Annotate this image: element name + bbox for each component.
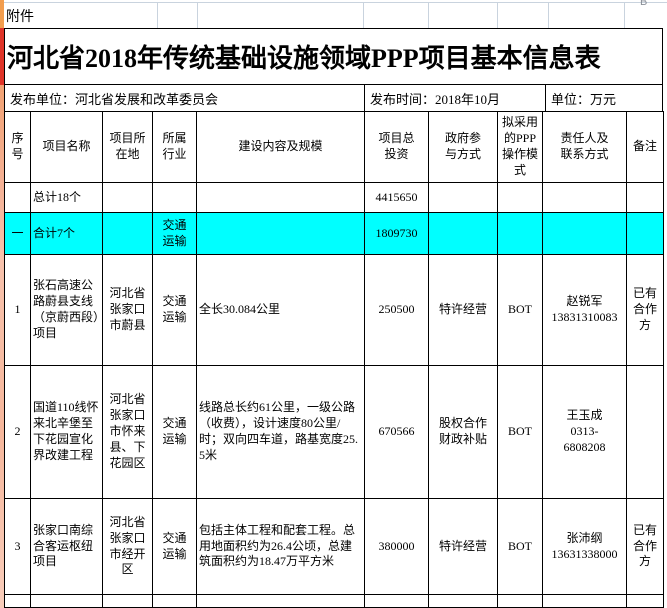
cell-remarks [626, 212, 664, 255]
col-header-remarks: 备注 [626, 111, 664, 183]
col-header-industry: 所属 行业 [152, 111, 197, 183]
col-header-content-scale: 建设内容及规模 [196, 111, 365, 183]
clipped-bottom-row [4, 594, 664, 608]
page-title: 河北省2018年传统基础设施领域PPP项目基本信息表 [5, 29, 662, 85]
table-cell-empty [364, 594, 429, 608]
cell-total-investment: 1809730 [364, 212, 429, 255]
col-header-seq: 序 号 [4, 111, 31, 183]
table-cell-empty [102, 594, 153, 608]
project-row-3: 3 张家口南综合客运枢纽项目 河北省张家口市经开区 交通 运输 包括主体工程和配… [4, 498, 664, 595]
attachment-label: 附件 [6, 10, 34, 25]
cell-industry: 交通 运输 [152, 212, 197, 255]
cell-content-scale: 全长30.084公里 [196, 254, 365, 366]
cell-location [102, 182, 153, 213]
cell-location: 河北省张家口市怀来县、下花园区 [102, 365, 153, 499]
cell-ppp-mode [497, 212, 543, 255]
unit-label: 单位：万元 [551, 91, 617, 107]
cell-location: 河北省张家口市蔚县 [102, 254, 153, 366]
col-header-contact: 责任人及 联系方式 [542, 111, 627, 183]
table-cell-empty [196, 594, 365, 608]
cell-project-name: 合计7个 [30, 212, 103, 255]
cell-location: 河北省张家口市经开区 [102, 498, 153, 595]
cell-gov-participation: 特许经营 [428, 254, 498, 366]
table-cell-empty [30, 594, 103, 608]
cell-contact: 王玉成 0313- 6808208 [542, 365, 627, 499]
publish-time-label: 发布时间：2018年10月 [365, 85, 546, 111]
cell-industry [152, 182, 197, 213]
publisher-label: 发布单位：河北省发展和改革委员会 [5, 85, 365, 111]
cell-contact: 张沛纲 13631338000 [542, 498, 627, 595]
cell-content-scale: 包括主体工程和配套工程。总用地面积约为26.4公顷，总建筑面积约为18.47万平… [196, 498, 365, 595]
cell-total-investment: 4415650 [364, 182, 429, 213]
cell-project-name: 张石高速公路蔚县支线（京蔚西段）项目 [30, 254, 103, 366]
grand-total-row: 总计18个 4415650 [4, 182, 664, 213]
ppp-project-table: 序 号 项目名称 项目所 在地 所属 行业 建设内容及规模 项目总 投资 政府参… [4, 111, 664, 608]
table-cell-empty [626, 594, 664, 608]
cell-seq: 3 [4, 498, 31, 595]
cell-project-name: 国道110线怀来北辛堡至下花园宣化界改建工程 [30, 365, 103, 499]
left-edge-clipped-strip [0, 0, 4, 608]
col-header-location: 项目所 在地 [102, 111, 153, 183]
title-box: 河北省2018年传统基础设施领域PPP项目基本信息表 发布单位：河北省发展和改革… [4, 28, 663, 112]
cell-remarks [626, 365, 664, 499]
gridline [428, 3, 429, 28]
cell-ppp-mode: BOT [497, 365, 543, 499]
cell-project-name: 张家口南综合客运枢纽项目 [30, 498, 103, 595]
cell-total-investment: 380000 [364, 498, 429, 595]
col-header-total-investment: 项目总 投资 [364, 111, 429, 183]
project-row-1: 1 张石高速公路蔚县支线（京蔚西段）项目 河北省张家口市蔚县 交通 运输 全长3… [4, 254, 664, 366]
table-cell-empty [497, 594, 543, 608]
cell-seq: 2 [4, 365, 31, 499]
table-cell-empty [542, 594, 627, 608]
table-cell-empty [428, 594, 498, 608]
cell-ppp-mode [497, 182, 543, 213]
col-header-ppp-mode: 拟采用 的PPP 操作模 式 [497, 111, 543, 183]
col-header-gov-participation: 政府参 与方式 [428, 111, 498, 183]
col-header-project-name: 项目名称 [30, 111, 103, 183]
table-cell-empty [152, 594, 197, 608]
table-cell-empty [4, 594, 31, 608]
cell-gov-participation [428, 182, 498, 213]
cell-industry: 交通 运输 [152, 365, 197, 499]
cell-seq [4, 182, 31, 213]
cell-project-name: 总计18个 [30, 182, 103, 213]
cell-contact: 赵锐军 13831310083 [542, 254, 627, 366]
gridline [548, 3, 549, 28]
sheet-top-gridlines: B 附件 [4, 0, 667, 28]
gridline [197, 3, 198, 28]
cell-total-investment: 670566 [364, 365, 429, 499]
cell-seq: 一 [4, 212, 31, 255]
cell-remarks: 已有合作方 [626, 498, 664, 595]
cell-contact [542, 212, 627, 255]
cell-gov-participation [428, 212, 498, 255]
cell-content-scale: 线路总长约61公里，一级公路（收费），设计速度80公里/时；双向四车道，路基宽度… [196, 365, 365, 499]
cell-remarks [626, 182, 664, 213]
cell-contact [542, 182, 627, 213]
subtotal-highlight-row: 一 合计7个 交通 运输 1809730 [4, 212, 664, 255]
gridline [363, 3, 364, 28]
cell-gov-participation: 股权合作 财政补贴 [428, 365, 498, 499]
cell-industry: 交通 运输 [152, 254, 197, 366]
cell-total-investment: 250500 [364, 254, 429, 366]
cell-industry: 交通 运输 [152, 498, 197, 595]
column-heading-letter: B [640, 0, 648, 8]
meta-row: 发布单位：河北省发展和改革委员会 发布时间：2018年10月 单位：万元 [5, 85, 662, 111]
cell-ppp-mode: BOT [497, 498, 543, 595]
gridline [4, 2, 667, 3]
project-row-2: 2 国道110线怀来北辛堡至下花园宣化界改建工程 河北省张家口市怀来县、下花园区… [4, 365, 664, 499]
cell-seq: 1 [4, 254, 31, 366]
cell-content-scale [196, 182, 365, 213]
cell-gov-participation: 特许经营 [428, 498, 498, 595]
cell-ppp-mode: BOT [497, 254, 543, 366]
cell-content-scale [196, 212, 365, 255]
header-row: 序 号 项目名称 项目所 在地 所属 行业 建设内容及规模 项目总 投资 政府参… [4, 111, 664, 183]
gridline [624, 3, 625, 28]
gridline [497, 3, 498, 28]
cell-location [102, 212, 153, 255]
cell-remarks: 已有合作方 [626, 254, 664, 366]
gridline [157, 3, 158, 28]
